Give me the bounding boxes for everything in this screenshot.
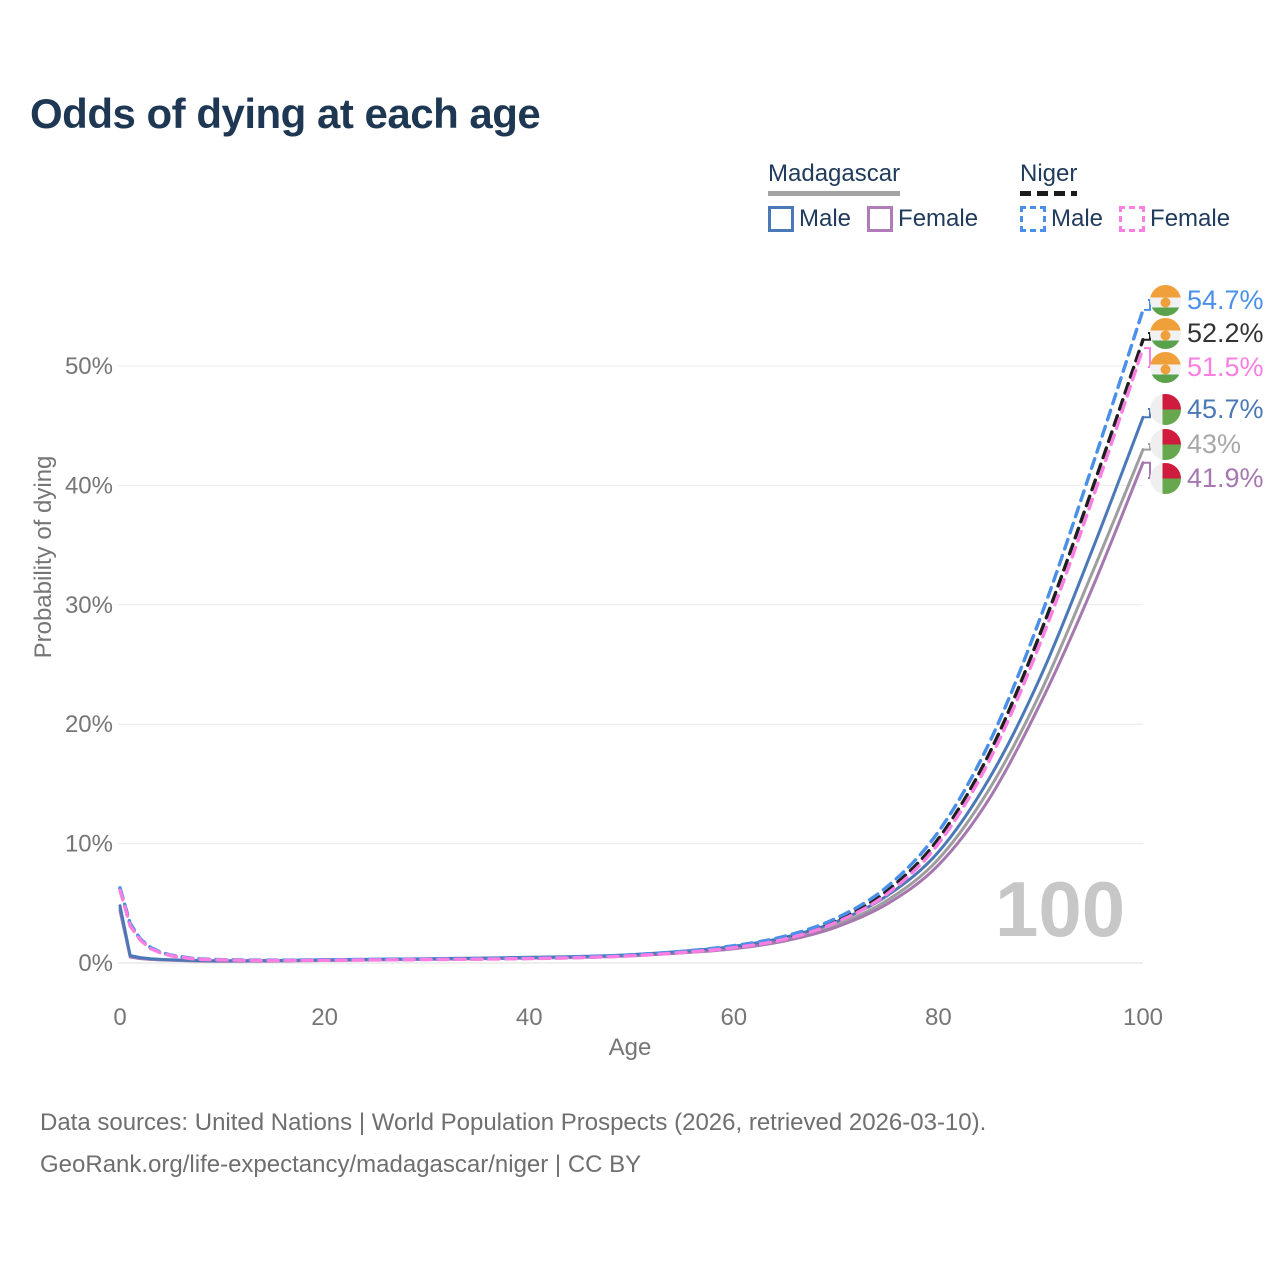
legend-item-female[interactable]: Female	[898, 205, 979, 232]
line-madagascar-male[interactable]	[118, 415, 1145, 963]
niger-female-swatch[interactable]	[1119, 206, 1146, 232]
legend-item-female[interactable]: Female	[1150, 205, 1231, 232]
end-label-connector	[1144, 408, 1151, 419]
legend-country-madagascar[interactable]: Madagascar	[768, 160, 901, 196]
attribution-link[interactable]: GeoRank.org/life-expectancy/madagascar/n…	[40, 1151, 642, 1178]
end-label-madagascar-female: 41.9%	[1150, 462, 1264, 494]
end-label-madagascar-male: 45.7%	[1150, 393, 1264, 425]
end-label-niger-male: 54.7%	[1150, 284, 1264, 316]
y-tick-label: 0%	[78, 950, 113, 977]
end-label-madagascar-all: 43%	[1150, 428, 1242, 460]
y-tick-label: 30%	[65, 592, 113, 619]
line-niger-male[interactable]	[118, 308, 1145, 962]
legend-country-niger[interactable]: Niger	[1020, 160, 1078, 196]
end-label-connector	[1144, 461, 1151, 479]
y-tick-label: 20%	[65, 711, 113, 738]
niger-flag-icon	[1150, 317, 1181, 349]
legend-group-madagascar: Madagascar Male Female	[768, 160, 978, 233]
niger-all-line-swatch	[1020, 191, 1078, 196]
end-label-connector	[1144, 299, 1151, 311]
line-madagascar-all[interactable]	[118, 448, 1145, 963]
legend-item-male[interactable]: Male	[1051, 205, 1104, 232]
end-label-value: 51.5%	[1187, 351, 1264, 382]
legend-country-label: Madagascar	[768, 160, 901, 187]
end-label-value: 54.7%	[1187, 284, 1264, 315]
end-label-value: 45.7%	[1187, 393, 1264, 424]
legend-group-niger: Niger Male Female	[1020, 160, 1230, 233]
madagascar-male-swatch[interactable]	[768, 206, 794, 232]
end-label-connector	[1144, 443, 1151, 451]
y-tick-label: 10%	[65, 831, 113, 858]
line-niger-female[interactable]	[118, 346, 1145, 963]
madagascar-flag-icon	[1150, 393, 1181, 425]
niger-male-swatch[interactable]	[1020, 206, 1046, 232]
x-tick-label: 0	[113, 1004, 126, 1031]
y-axis-title: Probability of dying	[30, 455, 57, 659]
x-axis-title: Age	[608, 1034, 652, 1061]
x-tick-label: 80	[925, 1004, 952, 1031]
x-tick-label: 20	[311, 1004, 338, 1031]
legend-country-label: Niger	[1020, 160, 1078, 187]
page-title: Odds of dying at each age	[30, 90, 541, 137]
end-label-niger-all: 52.2%	[1150, 317, 1264, 349]
madagascar-all-line-swatch	[768, 191, 901, 196]
y-tick-label: 40%	[65, 472, 113, 499]
legend: Madagascar Male Female Niger Male Female	[0, 160, 1280, 240]
end-label-value: 43%	[1187, 428, 1242, 459]
line-niger-all[interactable]	[118, 338, 1145, 963]
madagascar-flag-icon	[1150, 428, 1181, 460]
line-madagascar-female[interactable]	[118, 461, 1145, 963]
niger-flag-icon	[1150, 284, 1181, 316]
madagascar-female-swatch[interactable]	[867, 206, 894, 232]
legend-item-male[interactable]: Male	[799, 205, 852, 232]
x-tick-label: 100	[1123, 1004, 1163, 1031]
data-sources-note: Data sources: United Nations | World Pop…	[40, 1109, 987, 1136]
end-label-connector	[1144, 347, 1151, 368]
end-label-value: 41.9%	[1187, 462, 1264, 493]
age-counter-watermark: 100	[995, 865, 1126, 953]
niger-flag-icon	[1150, 351, 1181, 383]
end-label-value: 52.2%	[1187, 317, 1264, 348]
end-label-niger-female: 51.5%	[1150, 351, 1264, 383]
end-label-connector	[1144, 332, 1151, 341]
x-tick-label: 40	[516, 1004, 543, 1031]
madagascar-flag-icon	[1150, 462, 1181, 494]
y-tick-label: 50%	[65, 353, 113, 380]
x-tick-label: 60	[720, 1004, 747, 1031]
